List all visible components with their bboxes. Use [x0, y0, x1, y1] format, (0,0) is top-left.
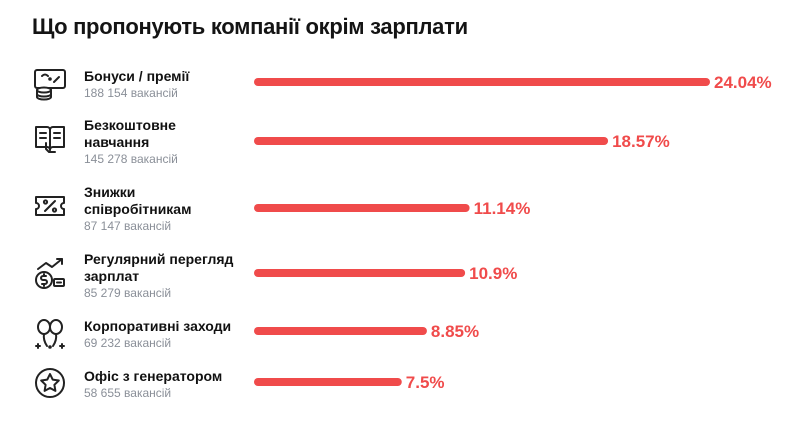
value-label-1: 24.04%	[714, 73, 772, 92]
discount-ticket-icon	[32, 188, 68, 224]
category-office-generator: Офіс з генератором 58 655 вакансій	[84, 368, 254, 401]
star-icon	[32, 365, 68, 401]
category-salary-review: Регулярний перегляд зарплат 85 279 вакан…	[84, 251, 244, 301]
vacancy-count: 85 279 вакансій	[84, 286, 172, 300]
money-coins-icon	[32, 66, 68, 102]
category-bonuses: Бонуси / премії 188 154 вакансій	[84, 68, 254, 101]
balloons-icon	[32, 316, 68, 352]
vacancy-count: 145 278 вакансій	[84, 152, 178, 166]
book-icon	[32, 121, 68, 157]
category-label: Знижки співробітникам	[84, 184, 192, 217]
category-label: Офіс з генератором	[84, 368, 223, 384]
value-label-3: 11.14%	[474, 199, 531, 218]
category-corporate-events: Корпоративні заходи 69 232 вакансій	[84, 318, 254, 351]
category-label: Бонуси / премії	[84, 68, 190, 84]
category-label: Регулярний перегляд зарплат	[84, 251, 234, 284]
value-label-5: 8.85%	[431, 322, 479, 341]
category-discounts: Знижки співробітникам 87 147 вакансій	[84, 184, 204, 234]
category-label: Безкоштовне навчання	[84, 117, 176, 150]
category-training: Безкоштовне навчання 145 278 вакансій	[84, 117, 194, 167]
salary-growth-icon	[32, 255, 68, 291]
vacancy-count: 188 154 вакансій	[84, 86, 178, 100]
vacancy-count: 58 655 вакансій	[84, 386, 172, 400]
value-label-2: 18.57%	[612, 132, 670, 151]
chart-title: Що пропонують компанії окрім зарплати	[32, 14, 468, 39]
vacancy-count: 87 147 вакансій	[84, 219, 172, 233]
value-label-6: 7.5%	[406, 373, 445, 392]
vacancy-count: 69 232 вакансій	[84, 336, 172, 350]
category-label: Корпоративні заходи	[84, 318, 232, 334]
value-label-4: 10.9%	[469, 264, 517, 283]
